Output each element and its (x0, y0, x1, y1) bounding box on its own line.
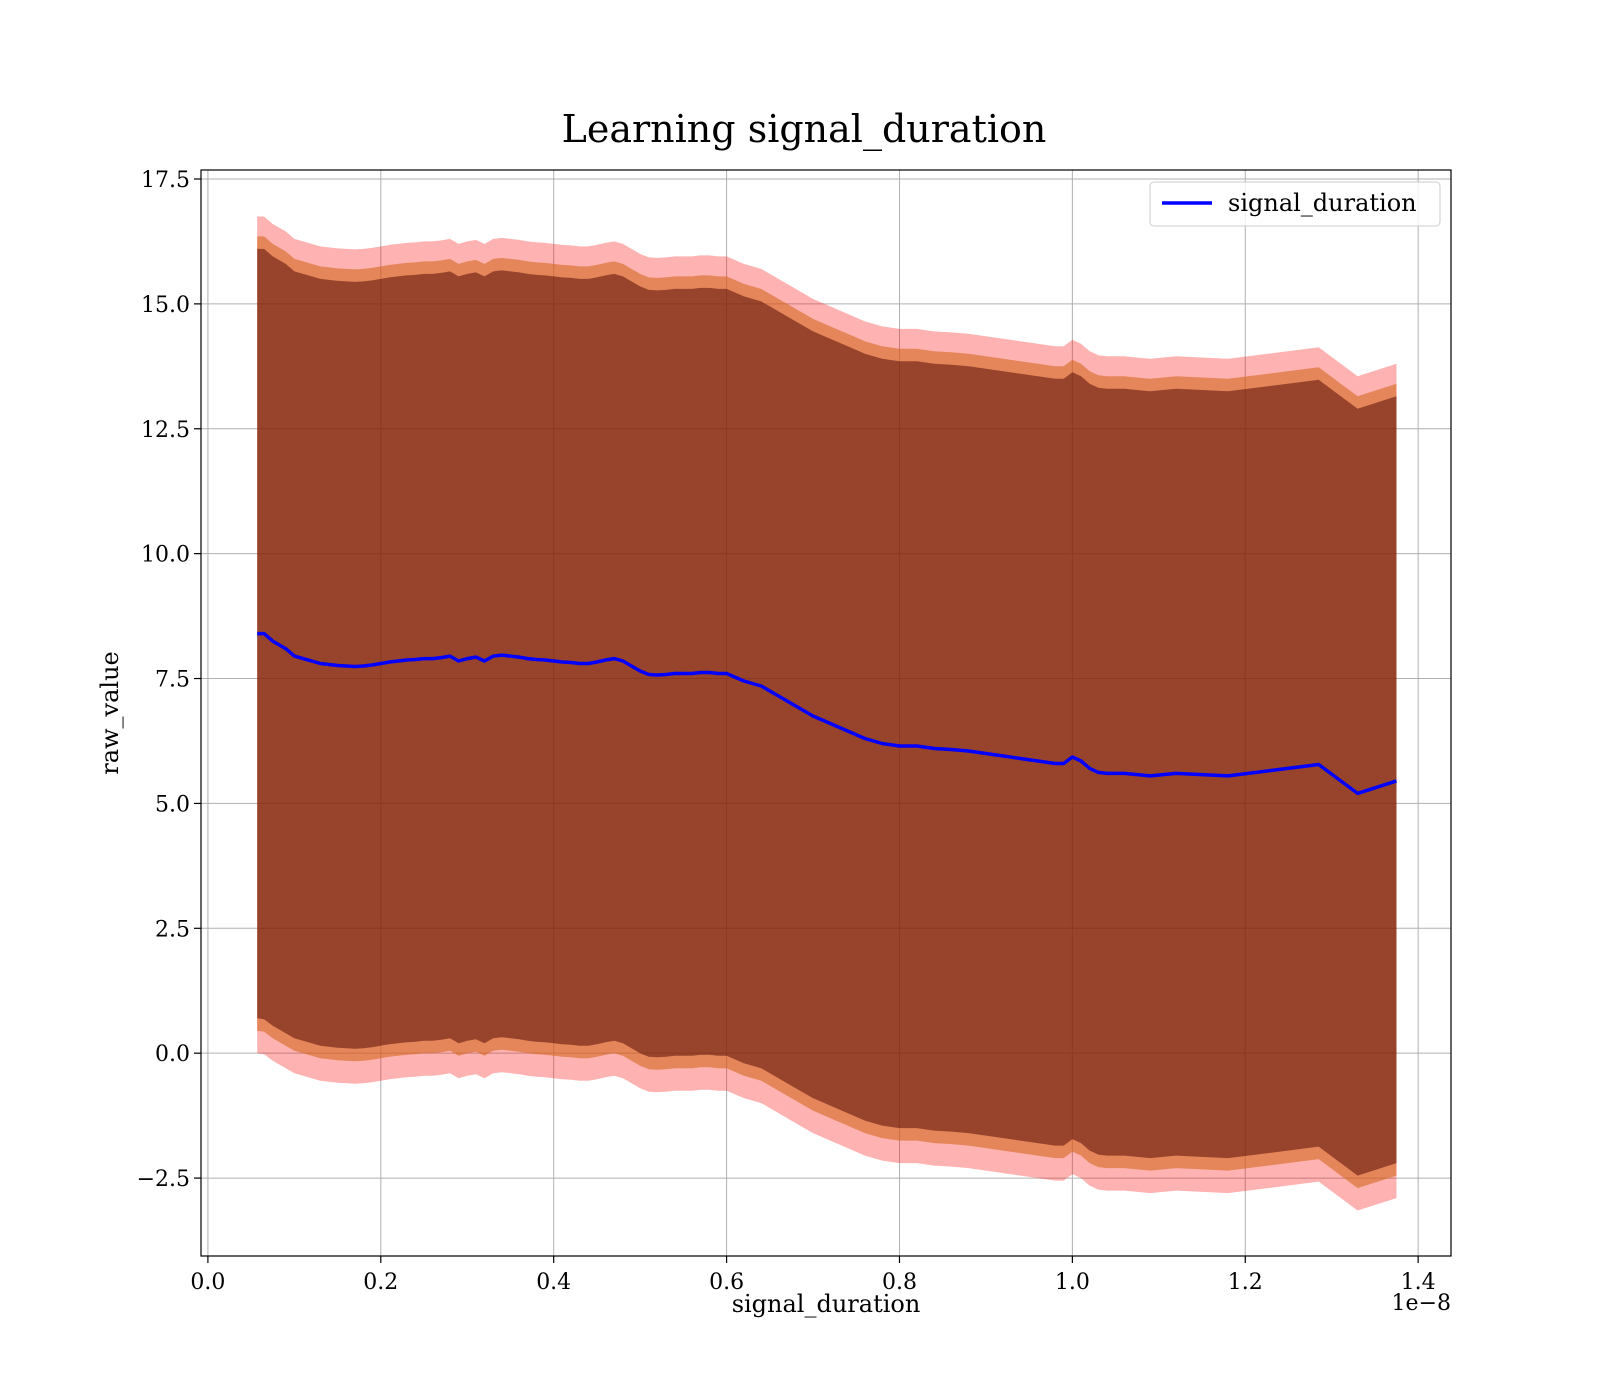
band-inner-area (257, 248, 1397, 1176)
y-axis-label: raw_value (96, 651, 124, 775)
plot-frame (200, 169, 1452, 1257)
x-axis-ticks: 0.0 0.2 0.4 0.6 0.8 1.0 1.2 1.4 (190, 1256, 1436, 1295)
y-tick-label: 2.5 (155, 917, 190, 942)
y-tick-label: 10.0 (141, 543, 190, 568)
x-tick-label: 0.4 (536, 1270, 571, 1295)
y-tick-label: 7.5 (155, 668, 190, 693)
y-axis-ticks: −2.5 0.0 2.5 5.0 7.5 10.0 12.5 15.0 17.5 (137, 168, 201, 1192)
y-tick-label: 0.0 (155, 1042, 190, 1067)
series-lines (257, 631, 1398, 796)
y-tick-label: 15.0 (141, 293, 190, 318)
x-axis-label: signal_duration (732, 1290, 921, 1318)
y-tick-label: 17.5 (141, 168, 190, 193)
y-tick-label: 12.5 (141, 418, 190, 443)
chart-title: Learning signal_duration (562, 107, 1047, 152)
x-tick-label: 1.2 (1228, 1270, 1263, 1295)
x-tick-label: 0.6 (709, 1270, 744, 1295)
x-tick-label: 1.4 (1401, 1270, 1436, 1295)
x-tick-label: 0.8 (882, 1270, 917, 1295)
x-tick-label: 0.0 (190, 1270, 225, 1295)
legend-box (1149, 181, 1441, 227)
y-tick-label: −2.5 (137, 1167, 190, 1192)
legend-label: signal_duration (1228, 189, 1417, 217)
x-tick-label: 0.2 (363, 1270, 398, 1295)
y-tick-label: 5.0 (155, 792, 190, 817)
x-tick-label: 1.0 (1055, 1270, 1090, 1295)
x-axis-offset-text: 1e−8 (1392, 1291, 1451, 1316)
confidence-bands (257, 216, 1397, 1211)
legend: signal_duration (1149, 181, 1441, 227)
series-line-signal-duration (257, 631, 1398, 796)
